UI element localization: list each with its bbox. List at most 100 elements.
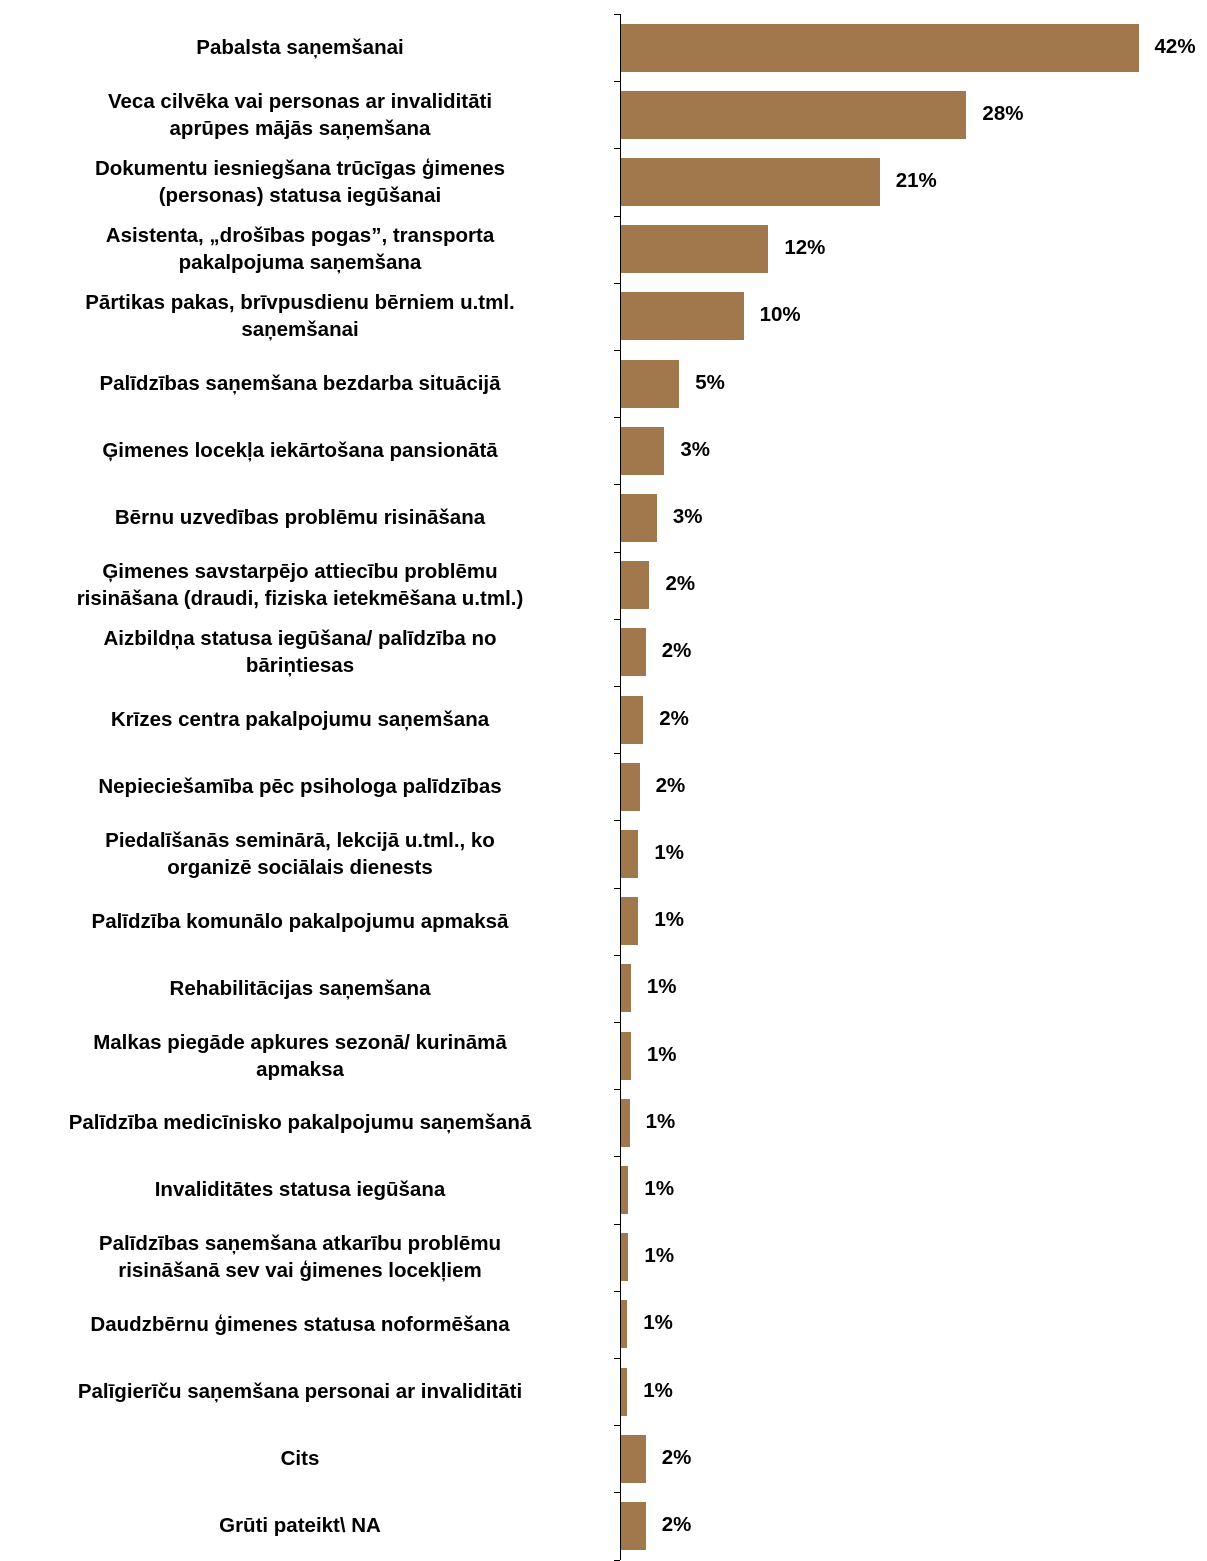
bar xyxy=(621,897,639,946)
category-label-line: apmaksa xyxy=(256,1057,344,1081)
data-label: 1% xyxy=(646,975,677,999)
data-label: 28% xyxy=(982,101,1024,125)
category-label: Dokumentu iesniegšana trūcīgas ģimenes (p… xyxy=(0,148,600,215)
category-label-line: Krīzes centra pakalpojumu saņemšana xyxy=(110,708,490,732)
axis-tick xyxy=(614,14,620,15)
category-label: Krīzes centra pakalpojumu saņemšana xyxy=(0,686,600,753)
axis-tick xyxy=(614,887,620,889)
category-label-line: organizē sociālais dienests xyxy=(167,855,433,879)
data-label: 1% xyxy=(644,1244,675,1268)
data-label: 1% xyxy=(654,841,684,864)
category-label: Ģimenes savstarpējo attiecību problēmu ri… xyxy=(0,552,600,619)
category-label-line: saņemšanai xyxy=(241,318,359,342)
category-label-line: risināšana (draudi, fiziska ietekmēšana … xyxy=(76,587,524,611)
data-label: 2% xyxy=(661,639,692,663)
category-label: Daudzbērnu ģimenes statusa noformēšana xyxy=(0,1291,600,1358)
data-label: 1% xyxy=(643,1378,673,1402)
bar xyxy=(621,964,631,1013)
bar xyxy=(621,628,646,677)
data-label: 1% xyxy=(644,1177,675,1200)
category-label-line: Cits xyxy=(280,1447,320,1471)
category-label: Palīdzības saņemšana bezdarba situācijā xyxy=(0,350,600,417)
category-label: Palīdzība komunālo pakalpojumu apmaksā xyxy=(0,888,600,955)
bar xyxy=(621,561,650,610)
bar xyxy=(621,1031,631,1080)
bar xyxy=(621,225,769,274)
category-label-line: Bērnu uzvedības problēmu risināšana xyxy=(114,506,486,530)
axis-tick xyxy=(614,1492,620,1494)
category-label: Invaliditātes statusa iegūšana xyxy=(0,1156,600,1223)
axis-tick xyxy=(614,1156,620,1158)
data-label: 1% xyxy=(643,1311,673,1335)
bar xyxy=(621,1166,629,1214)
category-label-line: Invaliditātes statusa iegūšana xyxy=(154,1178,446,1202)
category-label-line: Asistenta, „drošības pogas”, transporta xyxy=(105,224,495,248)
data-label: 3% xyxy=(680,437,710,461)
category-label: Bērnu uzvedības problēmu risināšana xyxy=(0,484,600,551)
bar xyxy=(621,158,880,206)
category-label: Rehabilitācijas saņemšana xyxy=(0,955,600,1022)
data-label: 1% xyxy=(645,1109,676,1133)
bar xyxy=(621,1502,646,1550)
category-label-line: Pabalsta saņemšanai xyxy=(196,36,404,60)
bar xyxy=(621,1233,629,1282)
bar xyxy=(621,1300,628,1349)
category-label-line: pakalpojuma saņemšana xyxy=(178,251,422,275)
bar xyxy=(621,1098,630,1147)
axis-tick xyxy=(614,1358,620,1359)
category-label: Malkas piegāde apkures sezonā/ kurināmā a… xyxy=(0,1022,600,1089)
category-label-line: Aizbildņa statusa iegūšana/ palīdzība no xyxy=(103,627,497,651)
axis-tick xyxy=(614,551,620,553)
category-label-line: Palīgierīču saņemšana personai ar invali… xyxy=(77,1380,523,1404)
category-label: Palīgierīču saņemšana personai ar invali… xyxy=(0,1358,600,1425)
axis-tick xyxy=(614,820,620,822)
bar xyxy=(621,426,665,475)
axis-tick xyxy=(614,1089,620,1091)
category-label: Veca cilvēka vai personas ar invaliditāt… xyxy=(0,81,600,148)
axis-tick xyxy=(614,350,620,351)
category-label: Pārtikas pakas, brīvpusdienu bērniem u.t… xyxy=(0,283,600,350)
category-label: Grūti pateikt\ NA xyxy=(0,1492,600,1559)
category-label-line: Malkas piegāde apkures sezonā/ kurināmā xyxy=(93,1030,507,1054)
category-label-line: Veca cilvēka vai personas ar invaliditāt… xyxy=(107,89,493,113)
category-label-line: Dokumentu iesniegšana trūcīgas ģimenes xyxy=(94,156,506,180)
data-label: 2% xyxy=(655,773,686,797)
axis-tick xyxy=(614,484,620,486)
axis-tick xyxy=(614,1559,620,1561)
data-label: 2% xyxy=(661,1513,692,1536)
category-label-line: (personas) statusa iegūšanai xyxy=(158,183,442,207)
category-label: Pabalsta saņemšanai xyxy=(0,14,600,81)
category-label: Cits xyxy=(0,1425,600,1492)
category-label-line: Pārtikas pakas, brīvpusdienu bērniem u.t… xyxy=(85,291,515,315)
category-label-line: Palīdzības saņemšana atkarību problēmu xyxy=(98,1232,502,1256)
bar xyxy=(621,359,680,408)
axis-tick xyxy=(614,618,620,620)
axis-tick xyxy=(614,1290,620,1292)
axis-tick xyxy=(614,686,620,687)
data-label: 2% xyxy=(661,1445,692,1469)
category-label-line: Rehabilitācijas saņemšana xyxy=(169,976,431,1000)
category-axis-line xyxy=(620,14,621,1560)
data-label: 3% xyxy=(672,505,703,528)
axis-tick xyxy=(614,148,620,150)
axis-tick xyxy=(614,81,620,83)
data-label: 12% xyxy=(784,236,826,260)
bar xyxy=(621,695,644,744)
category-label-line: Daudzbērnu ģimenes statusa noformēšana xyxy=(90,1312,510,1336)
bar xyxy=(621,90,967,139)
category-label: Nepieciešamība pēc psihologa palīdzības xyxy=(0,753,600,820)
axis-tick xyxy=(614,753,620,755)
data-label: 5% xyxy=(695,370,725,394)
category-label-line: Palīdzība medicīnisko pakalpojumu saņemš… xyxy=(68,1111,532,1135)
category-label: Asistenta, „drošības pogas”, transporta p… xyxy=(0,216,600,283)
data-label: 2% xyxy=(659,706,689,730)
category-label-line: Palīdzība komunālo pakalpojumu apmaksā xyxy=(91,909,509,933)
category-label-line: Nepieciešamība pēc psihologa palīdzības xyxy=(98,775,502,799)
bar xyxy=(621,1434,646,1483)
bar xyxy=(621,762,640,811)
data-label: 1% xyxy=(654,908,684,932)
category-label: Piedalīšanās seminārā, lekcijā u.tml., k… xyxy=(0,820,600,887)
category-label-line: Ģimenes locekļa iekārtošana pansionātā xyxy=(102,439,498,463)
bar xyxy=(621,830,639,878)
bar xyxy=(621,23,1139,72)
